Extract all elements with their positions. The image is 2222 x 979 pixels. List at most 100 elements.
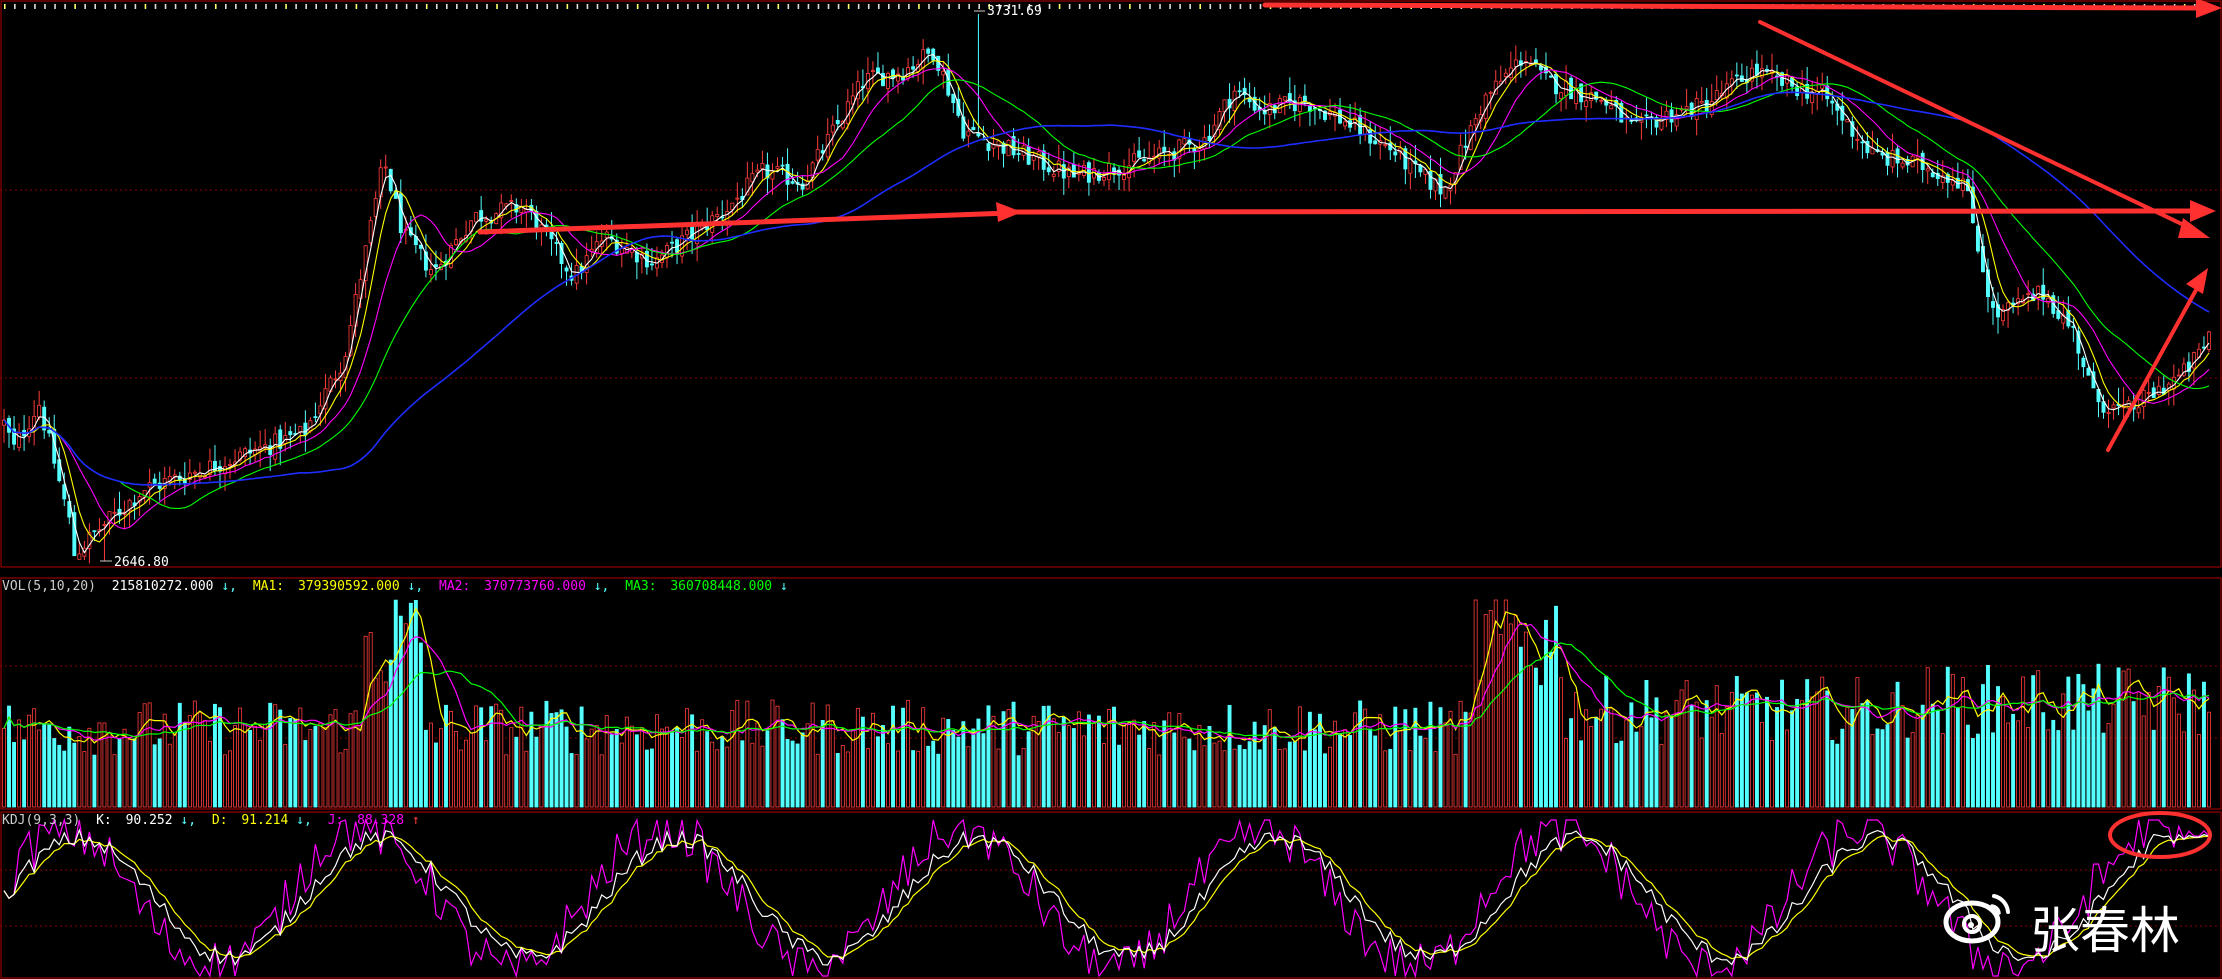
volume-bar [1659, 743, 1664, 808]
candle-body [886, 73, 890, 89]
volume-bar [1132, 719, 1137, 808]
volume-bar [162, 713, 167, 808]
candle-body [192, 471, 197, 474]
volume-bar [2001, 696, 2006, 808]
volume-bar [1609, 707, 1614, 808]
top-strip-mark [235, 4, 237, 9]
top-strip-mark [616, 4, 619, 9]
candle-body [107, 511, 112, 524]
downtrend-arrow-head [2178, 218, 2210, 238]
volume-bar [564, 726, 569, 808]
volume-bar [901, 707, 906, 808]
volume-bar [1870, 734, 1875, 808]
price-ma-line-6 [3, 60, 2210, 543]
volume-bar [499, 709, 504, 808]
volume-bar [2081, 684, 2086, 808]
top-strip-mark [737, 4, 739, 9]
volume-bar [1197, 724, 1202, 808]
volume-bar [1599, 708, 1604, 808]
vol-ma2-arrow: ↓, [594, 579, 610, 594]
candle-body [649, 263, 654, 266]
volume-bar [1825, 690, 1830, 808]
low-price-label: 2646.80 [114, 555, 169, 570]
top-strip-mark [998, 4, 1001, 9]
kdj-k-name: K: [96, 813, 112, 828]
top-strip-mark [184, 4, 187, 9]
volume-bar [1589, 725, 1594, 808]
volume-bar [318, 722, 323, 808]
volume-bar [1443, 722, 1448, 808]
top-strip-mark [1088, 4, 1091, 9]
volume-down-arrow: ↓, [221, 579, 237, 594]
volume-bar [2016, 720, 2021, 808]
candle-body [2036, 285, 2041, 299]
top-strip-mark [84, 4, 86, 9]
top-strip-mark [124, 4, 127, 9]
top-strip-mark [1189, 4, 1191, 9]
volume-bar [1317, 713, 1322, 808]
candle-body [428, 269, 433, 276]
top-strip-mark [656, 4, 659, 9]
trend-annotations [477, 0, 2222, 859]
volume-bar [825, 704, 830, 808]
candle-body [1368, 129, 1373, 144]
volume-bar [745, 700, 750, 808]
volume-bar [1096, 715, 1101, 808]
top-strip-mark [777, 4, 780, 9]
top-strip-mark [867, 4, 870, 9]
candle-body [715, 214, 720, 218]
volume-bar [1940, 733, 1945, 808]
volume-bar [1348, 734, 1353, 808]
top-strip-mark [1048, 4, 1051, 9]
top-strip-mark [405, 4, 408, 9]
volume-bar [509, 727, 514, 808]
volume-bar [474, 705, 479, 808]
volume-bar [1086, 714, 1091, 808]
volume-bar [765, 730, 770, 808]
candle-body [850, 95, 855, 105]
volume-bar [2026, 727, 2031, 808]
candle-body [760, 162, 765, 170]
volume-bar [1428, 701, 1433, 808]
volume-bar [1433, 751, 1438, 808]
volume-bar [2036, 670, 2041, 808]
candle-body [2186, 361, 2191, 372]
candle-body [2111, 404, 2116, 409]
support-horizontal-line [1007, 208, 2203, 215]
candle-body [1599, 99, 1604, 102]
volume-bar [428, 722, 433, 808]
top-strip-mark [194, 4, 197, 9]
volume-bar [845, 751, 850, 808]
candle-body [1584, 100, 1589, 107]
volume-bar [675, 727, 680, 808]
candle-body [2141, 390, 2146, 408]
volume-bar [444, 704, 448, 808]
volume-bar [1001, 711, 1006, 808]
volume-bar [1026, 731, 1031, 808]
top-strip-mark [335, 4, 338, 9]
volume-bar [1890, 692, 1895, 808]
high-price-label: 3731.69 [987, 4, 1042, 19]
top-strip-mark [1129, 4, 1131, 9]
volume-bar [936, 753, 941, 808]
volume-bar [1212, 742, 1217, 808]
kdj-j-name: J: [328, 813, 344, 828]
volume-bar [649, 748, 654, 808]
volume-bar [2176, 713, 2181, 808]
volume-bar [303, 740, 308, 808]
top-strip-mark [114, 4, 117, 9]
candle-body [1247, 98, 1252, 103]
candle-body [2176, 374, 2181, 377]
top-strip-mark [355, 4, 358, 9]
volume-bar [1518, 646, 1523, 808]
volume-bar [524, 750, 529, 808]
volume-bar [629, 725, 634, 808]
volume-bar [82, 751, 87, 808]
candle-body [268, 445, 273, 455]
top-strip-mark [516, 4, 518, 9]
candle-body [554, 242, 559, 244]
candle-body [207, 460, 212, 475]
volume-bar [1795, 698, 1800, 808]
volume-bar [1468, 712, 1473, 808]
